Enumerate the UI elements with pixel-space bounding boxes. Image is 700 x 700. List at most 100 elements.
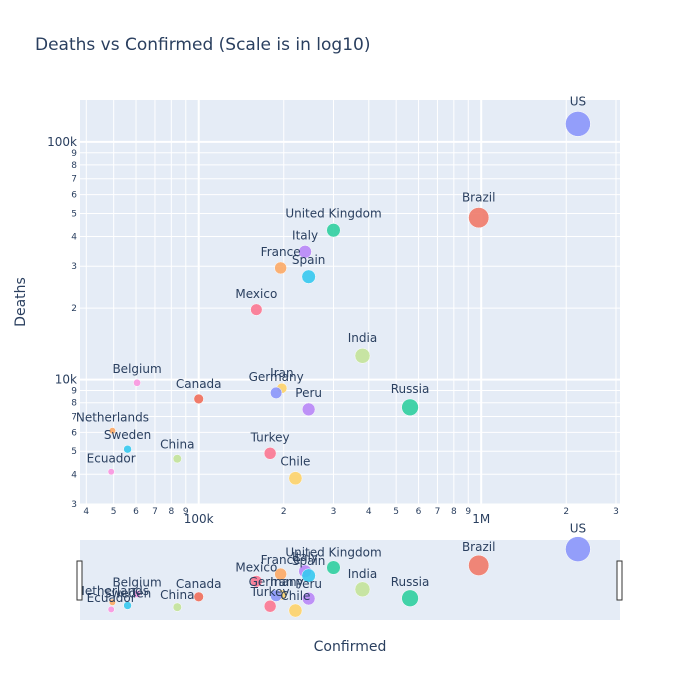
range-slider-point-label: Peru — [295, 577, 322, 591]
data-point-label: Germany — [249, 370, 304, 384]
range-slider-point-label: Turkey — [250, 585, 290, 599]
y-tick-minor-label: 7 — [71, 175, 77, 185]
y-axis-label: Deaths — [13, 277, 29, 327]
data-point[interactable] — [401, 398, 419, 416]
y-tick-minor-label: 3 — [71, 500, 77, 510]
data-point[interactable] — [270, 386, 283, 399]
range-slider-point-label: India — [348, 567, 377, 581]
data-point[interactable] — [274, 261, 287, 275]
y-tick-minor-label: 8 — [71, 161, 77, 171]
range-slider-point — [401, 589, 419, 607]
y-tick-label: 10k — [55, 373, 77, 387]
data-point[interactable] — [263, 447, 277, 460]
x-tick-minor-label: 8 — [168, 507, 174, 517]
x-tick-minor-label: 7 — [435, 507, 441, 517]
range-slider-point-label: Mexico — [235, 561, 277, 575]
range-slider-point — [270, 589, 283, 602]
range-slider-point — [108, 598, 116, 606]
data-point[interactable] — [468, 207, 490, 229]
range-slider-point — [263, 599, 277, 613]
x-tick-minor-label: 4 — [83, 507, 89, 517]
x-tick-minor-label: 5 — [393, 507, 399, 517]
range-slider-point-label: Iran — [270, 575, 293, 589]
y-tick-minor-label: 2 — [71, 304, 77, 314]
range-slider-point-label: United Kingdom — [285, 546, 381, 560]
range-slider-point-label: Spain — [292, 554, 326, 568]
data-point[interactable] — [301, 402, 316, 417]
y-tick-minor-label: 3 — [71, 262, 77, 272]
data-point-label: Canada — [176, 377, 222, 391]
y-tick-minor-label: 8 — [71, 399, 77, 409]
data-point-label: Netherlands — [76, 410, 149, 424]
range-slider-point — [274, 567, 287, 581]
range-slider-point — [250, 575, 263, 588]
y-tick-minor-label: 6 — [71, 428, 77, 438]
data-point-label: Italy — [292, 228, 318, 242]
data-point-label: US — [570, 94, 586, 108]
data-point-label: Belgium — [112, 362, 161, 376]
data-point-label: Sweden — [104, 428, 151, 442]
data-point[interactable] — [108, 427, 116, 435]
y-tick-minor-label: 9 — [71, 149, 77, 159]
data-point-label: India — [348, 331, 377, 345]
y-tick-minor-label: 9 — [71, 387, 77, 397]
data-point[interactable] — [298, 245, 312, 259]
x-tick-minor-label: 9 — [183, 507, 189, 517]
plot-area[interactable] — [80, 100, 620, 504]
x-tick-minor-label: 3 — [331, 507, 337, 517]
data-point[interactable] — [172, 454, 182, 464]
y-tick-label: 100k — [47, 135, 77, 149]
data-point[interactable] — [326, 223, 341, 238]
range-slider-right-handle[interactable] — [616, 560, 623, 601]
x-tick-minor-label: 9 — [465, 507, 471, 517]
range-slider-point-label: Italy — [292, 550, 318, 564]
chart-title: Deaths vs Confirmed (Scale is in log10) — [35, 35, 370, 55]
x-tick-minor-label: 3 — [613, 507, 619, 517]
range-slider-point — [354, 581, 371, 598]
data-point-label: France — [261, 245, 301, 259]
y-tick-minor-label: 6 — [71, 191, 77, 201]
data-point[interactable] — [250, 303, 263, 316]
range-slider-point — [301, 591, 316, 606]
data-point[interactable] — [133, 378, 141, 387]
data-point[interactable] — [565, 111, 591, 137]
range-slider-point — [133, 590, 141, 598]
range-slider-point — [172, 602, 182, 612]
range-slider-point-label: Belgium — [112, 575, 161, 589]
x-tick-minor-label: 6 — [133, 507, 139, 517]
data-point-label: Brazil — [462, 190, 496, 204]
data-point[interactable] — [193, 393, 204, 404]
x-tick-minor-label: 2 — [281, 507, 287, 517]
range-slider-background — [80, 540, 620, 620]
range-slider-left-handle[interactable] — [76, 560, 83, 601]
x-tick-minor-label: 8 — [451, 507, 457, 517]
data-point[interactable] — [107, 468, 115, 476]
x-tick-minor-label: 2 — [563, 507, 569, 517]
data-point-label: Russia — [391, 382, 430, 396]
range-slider-point-label: Sweden — [104, 587, 151, 601]
range-slider-point-label: Canada — [176, 577, 222, 591]
data-point-label: Mexico — [235, 287, 277, 301]
data-point-label: China — [160, 437, 194, 451]
range-slider-point-label: Netherlands — [76, 584, 149, 598]
data-point[interactable] — [354, 347, 371, 364]
x-tick-minor-label: 4 — [366, 507, 372, 517]
data-point[interactable] — [123, 444, 132, 454]
gridlines — [80, 100, 620, 505]
y-tick-minor-label: 5 — [71, 209, 77, 219]
data-point-label: Ecuador — [87, 452, 136, 466]
range-slider-point-label: China — [160, 588, 194, 602]
data-point[interactable] — [301, 269, 316, 284]
range-slider-point — [468, 554, 490, 576]
range-slider-point-label: France — [261, 553, 301, 567]
range-slider-point-label: Russia — [391, 575, 430, 589]
range-slider-point-label: Germany — [249, 575, 304, 589]
x-tick-minor-label: 6 — [416, 507, 422, 517]
x-tick-label: 100k — [184, 512, 214, 526]
data-point[interactable] — [288, 471, 303, 486]
